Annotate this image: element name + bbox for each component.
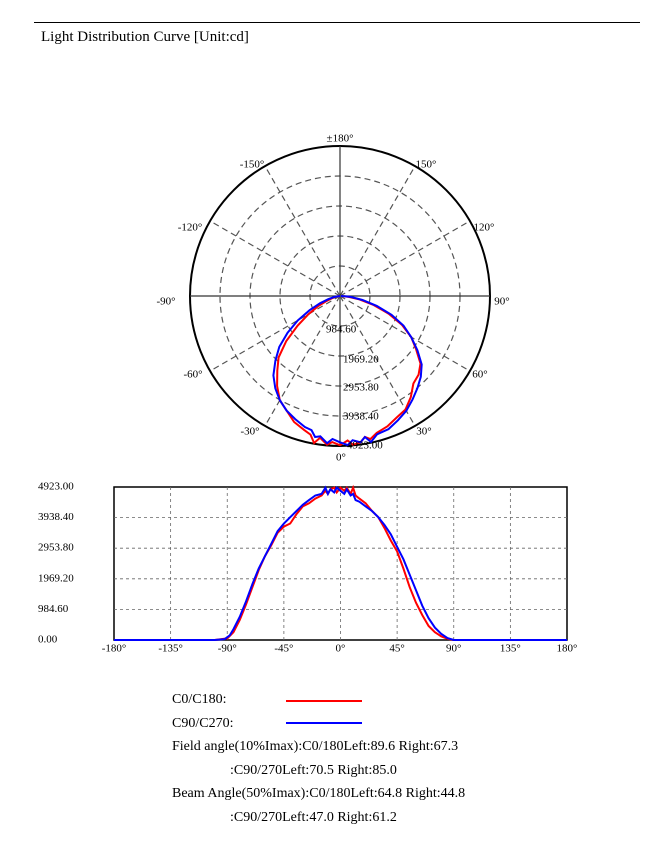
- polar-labels: ±180° 150° 120° 90° 60° 30° 0° -30° -60° -90° -120…: [156, 133, 509, 464]
- legend-c0-label: C0/C180:: [172, 692, 227, 707]
- polar-spoke-150: [339, 165, 416, 297]
- polar-angle-label: 120°: [474, 222, 495, 234]
- legend-c90-label: C90/C270:: [172, 716, 234, 731]
- polar-series: [272, 295, 423, 447]
- polar-spoke-60: [339, 295, 471, 372]
- polar-angle-label: ±180°: [327, 133, 354, 145]
- polar-series-c90-c270: [272, 295, 423, 447]
- polar-grid: [189, 145, 491, 447]
- page-title: Light Distribution Curve [Unit:cd]: [41, 29, 249, 45]
- polar-angle-label: 150°: [416, 159, 437, 171]
- legend-c90-swatch: [286, 722, 362, 724]
- beam-angle-c0: Beam Angle(50%Imax):C0/180Left:64.8 Righ…: [172, 786, 466, 801]
- top-rule: [34, 22, 640, 23]
- beam-angle-c90: :C90/270Left:47.0 Right:61.2: [230, 810, 397, 825]
- polar-angle-label: 30°: [416, 426, 431, 438]
- polar-radial-label: 4923.00: [347, 440, 383, 452]
- polar-radial-label: 3938.40: [343, 411, 379, 423]
- polar-spoke-330: [264, 295, 341, 427]
- polar-radial-label: 1969.20: [343, 354, 379, 366]
- polar-spoke-210: [264, 165, 341, 297]
- polar-angle-label: 60°: [472, 369, 487, 381]
- polar-angle-label: -90°: [156, 296, 175, 308]
- polar-angle-label: -150°: [240, 159, 265, 171]
- polar-angle-label: -30°: [240, 426, 259, 438]
- field-angle-c0: Field angle(10%Imax):C0/180Left:89.6 Rig…: [172, 739, 459, 754]
- polar-angle-label: -60°: [183, 369, 202, 381]
- polar-spoke-300: [209, 295, 341, 372]
- legend-c0-swatch: [286, 700, 362, 702]
- polar-angle-label: 90°: [494, 296, 509, 308]
- polar-angle-label: 0°: [336, 452, 346, 464]
- polar-angle-label: -120°: [178, 222, 203, 234]
- polar-spoke-30: [339, 295, 416, 427]
- polar-radial-label: 2953.80: [343, 382, 379, 394]
- polar-spoke-120: [339, 220, 471, 297]
- polar-radial-label: 984.60: [326, 324, 357, 336]
- field-angle-c90: :C90/270Left:70.5 Right:85.0: [230, 763, 397, 778]
- polar-spoke-240: [209, 220, 341, 297]
